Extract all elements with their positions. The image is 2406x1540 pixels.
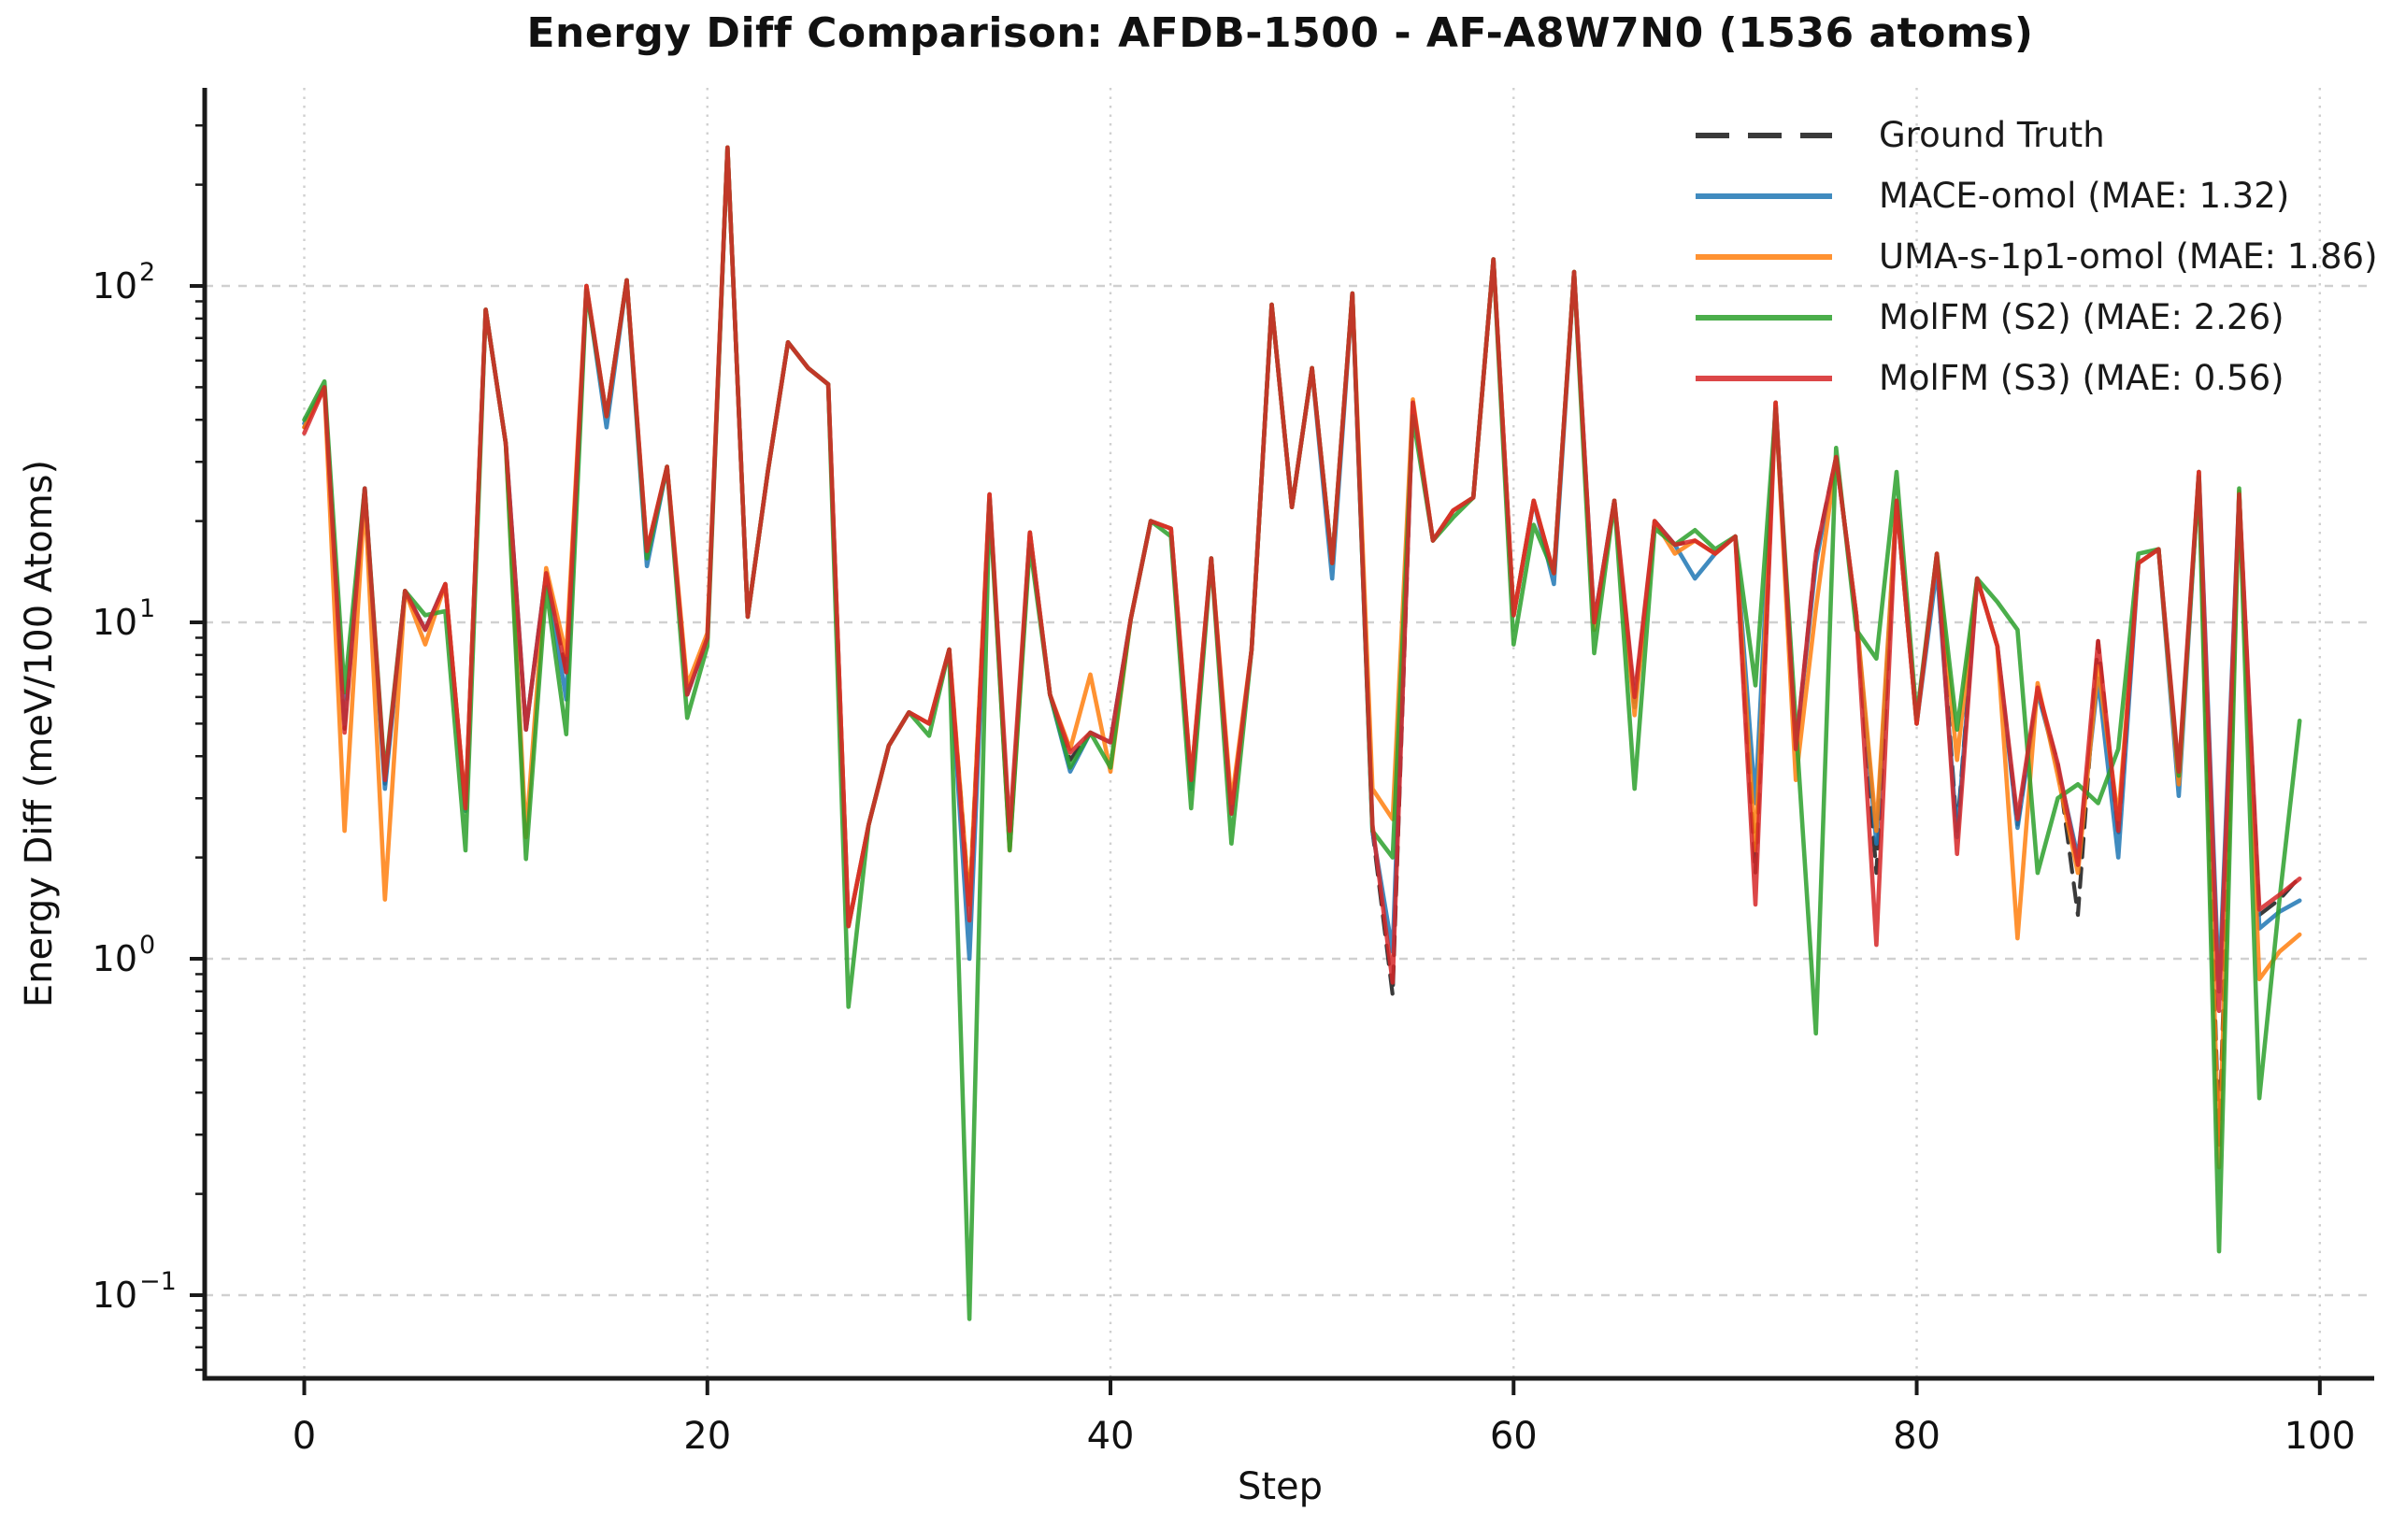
svg-text:20: 20 xyxy=(683,1415,731,1458)
legend-label: UMA-s-1p1-omol (MAE: 1.86) xyxy=(1879,236,2378,277)
svg-text:10: 10 xyxy=(93,1275,137,1316)
legend-label: MolFM (S2) (MAE: 2.26) xyxy=(1879,297,2284,337)
svg-text:0: 0 xyxy=(293,1415,316,1458)
legend-item: MACE-omol (MAE: 1.32) xyxy=(1694,165,2378,226)
x-axis-label: Step xyxy=(1237,1465,1324,1508)
legend-item: UMA-s-1p1-omol (MAE: 1.86) xyxy=(1694,226,2378,287)
svg-text:10: 10 xyxy=(93,602,137,643)
legend-label: MolFM (S3) (MAE: 0.56) xyxy=(1879,358,2284,398)
svg-text:80: 80 xyxy=(1893,1415,1941,1458)
svg-text:0: 0 xyxy=(139,931,155,960)
legend-item: MolFM (S2) (MAE: 2.26) xyxy=(1694,287,2378,348)
legend-line-swatch xyxy=(1696,192,1832,199)
legend-line-swatch xyxy=(1696,132,1832,138)
svg-text:1: 1 xyxy=(139,594,155,623)
svg-text:100: 100 xyxy=(2284,1415,2356,1458)
svg-text:−1: −1 xyxy=(139,1267,177,1296)
legend-item: Ground Truth xyxy=(1694,105,2378,165)
svg-text:10: 10 xyxy=(93,265,137,307)
svg-text:10: 10 xyxy=(93,938,137,979)
svg-text:60: 60 xyxy=(1490,1415,1538,1458)
legend-item: MolFM (S3) (MAE: 0.56) xyxy=(1694,348,2378,408)
legend-line-swatch xyxy=(1696,314,1832,321)
y-axis-label: Energy Diff (meV/100 Atoms) xyxy=(18,459,61,1008)
legend: Ground Truth MACE-omol (MAE: 1.32) UMA-s-1… xyxy=(1694,105,2378,408)
legend-line-swatch xyxy=(1696,253,1832,260)
legend-line-swatch xyxy=(1696,375,1832,381)
svg-text:40: 40 xyxy=(1087,1415,1135,1458)
chart-title: Energy Diff Comparison: AFDB-1500 - AF-A… xyxy=(526,9,2034,57)
svg-text:2: 2 xyxy=(139,258,155,287)
legend-label: Ground Truth xyxy=(1879,115,2105,155)
legend-label: MACE-omol (MAE: 1.32) xyxy=(1879,176,2290,216)
